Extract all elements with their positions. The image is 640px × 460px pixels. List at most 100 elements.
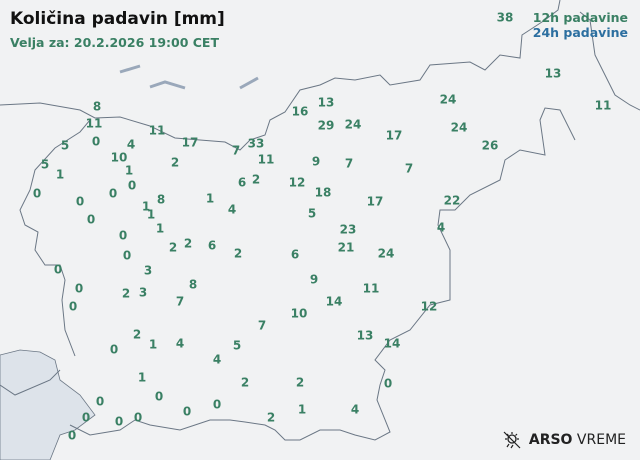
precipitation-value: 13	[317, 95, 335, 110]
precipitation-value: 11	[594, 98, 612, 113]
precipitation-value: 5	[60, 138, 70, 153]
precipitation-value: 17	[385, 128, 403, 143]
precipitation-value: 2	[170, 155, 180, 170]
precipitation-value: 1	[141, 199, 151, 214]
precipitation-value: 0	[95, 394, 105, 409]
precipitation-value: 0	[154, 389, 164, 404]
precipitation-value: 0	[133, 410, 143, 425]
precipitation-value: 0	[127, 178, 137, 193]
precipitation-value: 4	[175, 336, 185, 351]
precipitation-value: 8	[92, 99, 102, 114]
precipitation-value: 7	[257, 318, 267, 333]
precipitation-value: 7	[344, 156, 354, 171]
precipitation-value: 0	[75, 194, 85, 209]
precipitation-value: 11	[148, 123, 166, 138]
precipitation-value: 17	[366, 194, 384, 209]
precipitation-value: 1	[155, 221, 165, 236]
precipitation-value: 1	[205, 191, 215, 206]
precipitation-value: 4	[227, 202, 237, 217]
precipitation-value: 0	[109, 342, 119, 357]
legend-24h: 24h padavine	[532, 25, 628, 40]
brand-light: VREME	[576, 432, 626, 448]
precipitation-value: 6	[237, 175, 247, 190]
precipitation-value: 1	[55, 167, 65, 182]
precipitation-value: 0	[53, 262, 63, 277]
precipitation-value: 0	[108, 186, 118, 201]
precipitation-value: 1	[146, 207, 156, 222]
precipitation-value: 2	[121, 286, 131, 301]
precipitation-value: 33	[247, 136, 265, 151]
precipitation-value: 1	[137, 370, 147, 385]
precipitation-value: 0	[114, 414, 124, 429]
precipitation-value: 21	[337, 240, 355, 255]
precipitation-value: 0	[67, 428, 77, 443]
precipitation-value: 24	[439, 92, 457, 107]
precipitation-value: 2	[132, 327, 142, 342]
precipitation-value: 13	[544, 66, 562, 81]
precipitation-value: 29	[317, 118, 335, 133]
precipitation-value: 7	[231, 143, 241, 158]
country-border	[0, 0, 640, 441]
precipitation-value: 16	[291, 104, 309, 119]
arso-vreme-logo[interactable]: ARSO VREME	[501, 431, 626, 449]
precipitation-value: 6	[290, 247, 300, 262]
precipitation-value: 12	[420, 299, 438, 314]
precipitation-value: 3	[138, 285, 148, 300]
precipitation-value: 2	[251, 172, 261, 187]
precipitation-value: 4	[350, 402, 360, 417]
precipitation-value: 6	[207, 238, 217, 253]
precipitation-value: 11	[85, 116, 103, 131]
precipitation-value: 11	[362, 281, 380, 296]
precipitation-value: 26	[481, 138, 499, 153]
valid-for-timestamp: Velja za: 20.2.2026 19:00 CET	[10, 35, 219, 50]
precipitation-value: 4	[126, 137, 136, 152]
precipitation-value: 0	[212, 397, 222, 412]
precipitation-value: 14	[383, 336, 401, 351]
precipitation-value: 4	[212, 352, 222, 367]
precipitation-value: 18	[314, 185, 332, 200]
lake	[119, 64, 141, 74]
precipitation-value: 17	[181, 135, 199, 150]
precipitation-value: 0	[122, 248, 132, 263]
lake	[239, 76, 259, 90]
precipitation-value: 9	[309, 272, 319, 287]
precipitation-value: 11	[257, 152, 275, 167]
precipitation-value: 38	[496, 10, 514, 25]
precipitation-value: 0	[91, 134, 101, 149]
precipitation-value: 8	[156, 192, 166, 207]
precipitation-value: 10	[290, 306, 308, 321]
weather-logo-icon	[503, 431, 521, 449]
precipitation-value: 0	[81, 410, 91, 425]
precipitation-value: 2	[266, 410, 276, 425]
precipitation-value: 7	[175, 294, 185, 309]
precipitation-value: 2	[168, 240, 178, 255]
legend: 12h padavine 24h padavine	[533, 10, 628, 40]
precipitation-value: 1	[297, 402, 307, 417]
precipitation-value: 1	[148, 337, 158, 352]
precipitation-value: 10	[110, 150, 128, 165]
precipitation-value: 0	[74, 281, 84, 296]
precipitation-value: 0	[68, 299, 78, 314]
precipitation-value: 8	[188, 277, 198, 292]
precipitation-value: 2	[233, 246, 243, 261]
precipitation-value: 0	[383, 376, 393, 391]
precipitation-value: 24	[450, 120, 468, 135]
precipitation-value: 5	[307, 206, 317, 221]
precipitation-value: 2	[183, 236, 193, 251]
precipitation-value: 3	[143, 263, 153, 278]
precipitation-value: 14	[325, 294, 343, 309]
precipitation-value: 13	[356, 328, 374, 343]
precipitation-value: 0	[118, 228, 128, 243]
map-title: Količina padavin [mm]	[10, 9, 225, 29]
sea	[0, 349, 96, 460]
precipitation-value: 2	[295, 375, 305, 390]
precipitation-value: 0	[182, 404, 192, 419]
precipitation-value: 0	[32, 186, 42, 201]
precipitation-value: 24	[344, 117, 362, 132]
precipitation-value: 2	[240, 375, 250, 390]
precipitation-value: 22	[443, 193, 461, 208]
precipitation-value: 1	[124, 163, 134, 178]
precipitation-value: 9	[311, 154, 321, 169]
precipitation-value: 23	[339, 222, 357, 237]
